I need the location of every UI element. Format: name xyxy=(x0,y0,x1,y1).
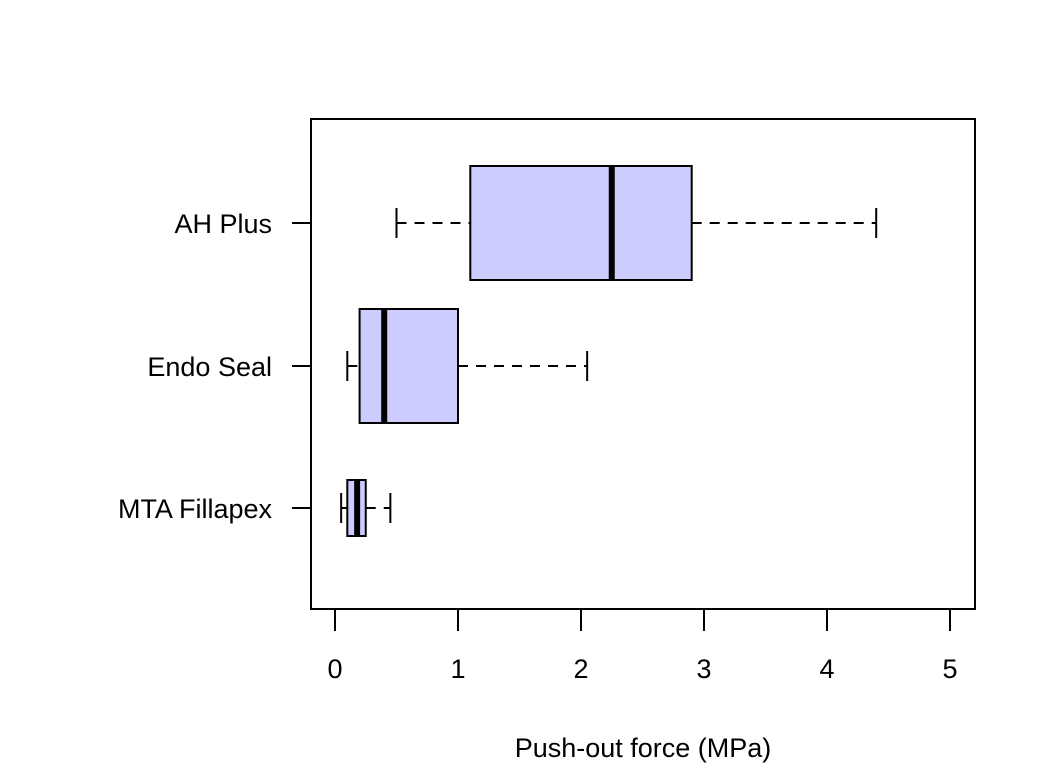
x-tick-label: 0 xyxy=(327,654,342,684)
category-label: AH Plus xyxy=(174,209,272,239)
x-tick-label: 1 xyxy=(450,654,465,684)
box-iqr xyxy=(358,308,460,424)
x-axis: 0 1 2 3 4 5 xyxy=(327,608,958,684)
x-tick-label: 2 xyxy=(573,654,588,684)
box-iqr xyxy=(469,165,693,281)
x-axis-title: Push-out force (MPa) xyxy=(515,733,772,763)
box-group-mta-fillapex xyxy=(340,479,392,537)
box-group-endo-seal xyxy=(346,308,589,424)
x-tick-label: 5 xyxy=(942,654,957,684)
box-group-ah-plus xyxy=(395,165,878,281)
x-tick-label: 3 xyxy=(696,654,711,684)
x-tick-label: 4 xyxy=(819,654,834,684)
category-label: Endo Seal xyxy=(147,352,272,382)
y-axis: AH Plus Endo Seal MTA Fillapex xyxy=(118,209,311,524)
category-label: MTA Fillapex xyxy=(118,494,273,524)
boxes-layer xyxy=(340,165,878,537)
